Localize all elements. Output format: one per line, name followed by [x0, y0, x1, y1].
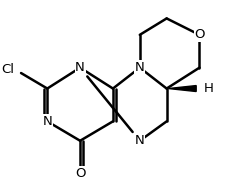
Polygon shape — [168, 86, 195, 92]
Text: O: O — [75, 167, 85, 180]
Text: N: N — [75, 61, 85, 74]
Text: N: N — [42, 115, 52, 128]
Text: O: O — [193, 28, 204, 41]
Text: H: H — [203, 82, 213, 95]
Text: Cl: Cl — [1, 63, 14, 76]
Text: N: N — [134, 61, 144, 74]
Text: N: N — [134, 134, 144, 147]
